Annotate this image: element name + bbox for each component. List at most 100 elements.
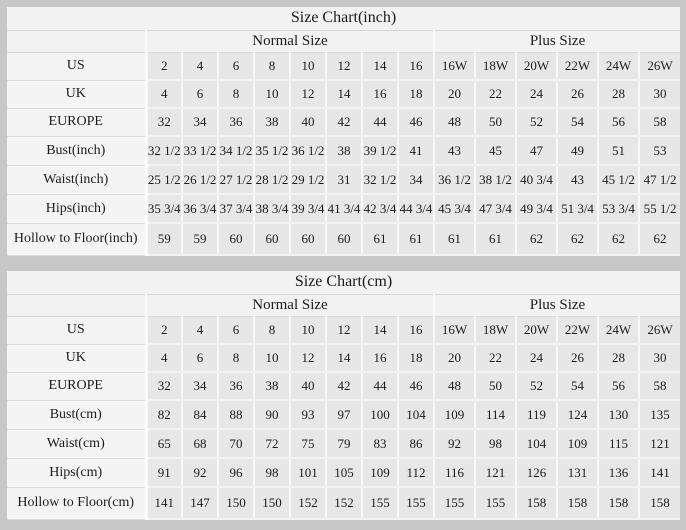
value-cell: 39 3/4 bbox=[289, 194, 326, 224]
value-cell: 38 3/4 bbox=[253, 194, 290, 224]
column-group-label: Normal Size bbox=[145, 30, 434, 53]
value-cell: 52 bbox=[515, 108, 557, 137]
value-cell: 150 bbox=[253, 487, 290, 520]
table-row: Hips(inch) 35 3/4 36 3/4 37 3/4 38 3/4 39 3/4… bbox=[7, 194, 681, 224]
value-cell: 8 bbox=[217, 80, 254, 109]
row-label: EUROPE bbox=[7, 372, 148, 401]
value-cell: 47 1/2 bbox=[637, 165, 681, 195]
value-cell: 40 bbox=[289, 372, 326, 401]
value-cell: 12 bbox=[289, 344, 326, 373]
value-cell: 60 bbox=[325, 223, 362, 256]
value-cell: 24 bbox=[515, 344, 557, 373]
value-cell: 98 bbox=[474, 429, 516, 459]
row-label: Hips(cm) bbox=[7, 458, 148, 488]
value-cell: 40 bbox=[289, 108, 326, 137]
value-cell: 32 bbox=[145, 108, 182, 137]
corner-cell bbox=[7, 30, 146, 53]
value-cell: 158 bbox=[637, 487, 681, 520]
value-cell: 79 bbox=[325, 429, 362, 459]
value-cell: 14 bbox=[325, 80, 362, 109]
value-cell: 28 bbox=[597, 80, 639, 109]
value-cell: 16 bbox=[397, 316, 434, 345]
value-cell: 41 bbox=[397, 136, 434, 166]
value-cell: 35 1/2 bbox=[253, 136, 290, 166]
value-cell: 49 3/4 bbox=[515, 194, 557, 224]
value-cell: 38 bbox=[253, 108, 290, 137]
value-cell: 24 bbox=[515, 80, 557, 109]
value-cell: 44 bbox=[361, 108, 398, 137]
value-cell: 48 bbox=[433, 108, 475, 137]
value-cell: 59 bbox=[145, 223, 182, 256]
value-cell: 36 1/2 bbox=[433, 165, 475, 195]
value-cell: 60 bbox=[289, 223, 326, 256]
value-cell: 36 bbox=[217, 108, 254, 137]
value-cell: 6 bbox=[217, 316, 254, 345]
value-cell: 10 bbox=[253, 344, 290, 373]
value-cell: 70 bbox=[217, 429, 254, 459]
value-cell: 42 bbox=[325, 108, 362, 137]
row-label: Hollow to Floor(cm) bbox=[7, 487, 148, 520]
value-cell: 38 bbox=[253, 372, 290, 401]
value-cell: 14 bbox=[361, 316, 398, 345]
table-row: EUROPE 32 34 36 38 40 42 44 46 48 50 52 54 56 58 bbox=[7, 108, 681, 137]
value-cell: 4 bbox=[145, 344, 182, 373]
value-cell: 33 1/2 bbox=[181, 136, 218, 166]
value-cell: 100 bbox=[361, 400, 398, 430]
row-label: Waist(cm) bbox=[7, 429, 148, 459]
value-cell: 59 bbox=[181, 223, 218, 256]
table-row: UK 4 6 8 10 12 14 16 18 20 22 24 26 28 30 bbox=[7, 344, 681, 373]
row-label: Hips(inch) bbox=[7, 194, 148, 224]
value-cell: 88 bbox=[217, 400, 254, 430]
value-cell: 43 bbox=[556, 165, 598, 195]
value-cell: 51 bbox=[597, 136, 639, 166]
value-cell: 45 bbox=[474, 136, 516, 166]
row-label: US bbox=[7, 316, 148, 345]
value-cell: 18 bbox=[397, 344, 434, 373]
value-cell: 20W bbox=[515, 52, 557, 81]
value-cell: 30 bbox=[637, 80, 681, 109]
value-cell: 16 bbox=[397, 52, 434, 81]
value-cell: 36 3/4 bbox=[181, 194, 218, 224]
value-cell: 8 bbox=[217, 344, 254, 373]
value-cell: 4 bbox=[181, 316, 218, 345]
value-cell: 84 bbox=[181, 400, 218, 430]
row-label: Hollow to Floor(inch) bbox=[7, 223, 148, 256]
value-cell: 54 bbox=[556, 372, 598, 401]
value-cell: 6 bbox=[181, 80, 218, 109]
row-label: Waist(inch) bbox=[7, 165, 148, 195]
value-cell: 101 bbox=[289, 458, 326, 488]
value-cell: 92 bbox=[433, 429, 475, 459]
value-cell: 43 bbox=[433, 136, 475, 166]
value-cell: 44 3/4 bbox=[397, 194, 434, 224]
value-cell: 22W bbox=[556, 316, 598, 345]
column-group-label: Plus Size bbox=[432, 294, 681, 317]
value-cell: 32 1/2 bbox=[145, 136, 182, 166]
value-cell: 28 1/2 bbox=[253, 165, 290, 195]
value-cell: 4 bbox=[145, 80, 182, 109]
value-cell: 126 bbox=[515, 458, 557, 488]
value-cell: 136 bbox=[597, 458, 639, 488]
value-cell: 42 3/4 bbox=[361, 194, 398, 224]
value-cell: 72 bbox=[253, 429, 290, 459]
value-cell: 18 bbox=[397, 80, 434, 109]
value-cell: 150 bbox=[217, 487, 254, 520]
value-cell: 93 bbox=[289, 400, 326, 430]
value-cell: 147 bbox=[181, 487, 218, 520]
value-cell: 51 3/4 bbox=[556, 194, 598, 224]
value-cell: 47 3/4 bbox=[474, 194, 516, 224]
table-row: Hips(cm) 91 92 96 98 101 105 109 112 116 121 126 131… bbox=[7, 458, 681, 488]
value-cell: 54 bbox=[556, 108, 598, 137]
value-cell: 12 bbox=[325, 52, 362, 81]
value-cell: 29 1/2 bbox=[289, 165, 326, 195]
value-cell: 35 3/4 bbox=[145, 194, 182, 224]
value-cell: 6 bbox=[217, 52, 254, 81]
value-cell: 41 3/4 bbox=[325, 194, 362, 224]
table-title: Size Chart(inch) bbox=[7, 7, 681, 31]
value-cell: 26W bbox=[637, 52, 681, 81]
value-cell: 46 bbox=[397, 108, 434, 137]
value-cell: 68 bbox=[181, 429, 218, 459]
value-cell: 8 bbox=[253, 52, 290, 81]
table-row: Waist(inch) 25 1/2 26 1/2 27 1/2 28 1/2 29 1/… bbox=[7, 165, 681, 195]
value-cell: 55 1/2 bbox=[637, 194, 681, 224]
value-cell: 16 bbox=[361, 80, 398, 109]
